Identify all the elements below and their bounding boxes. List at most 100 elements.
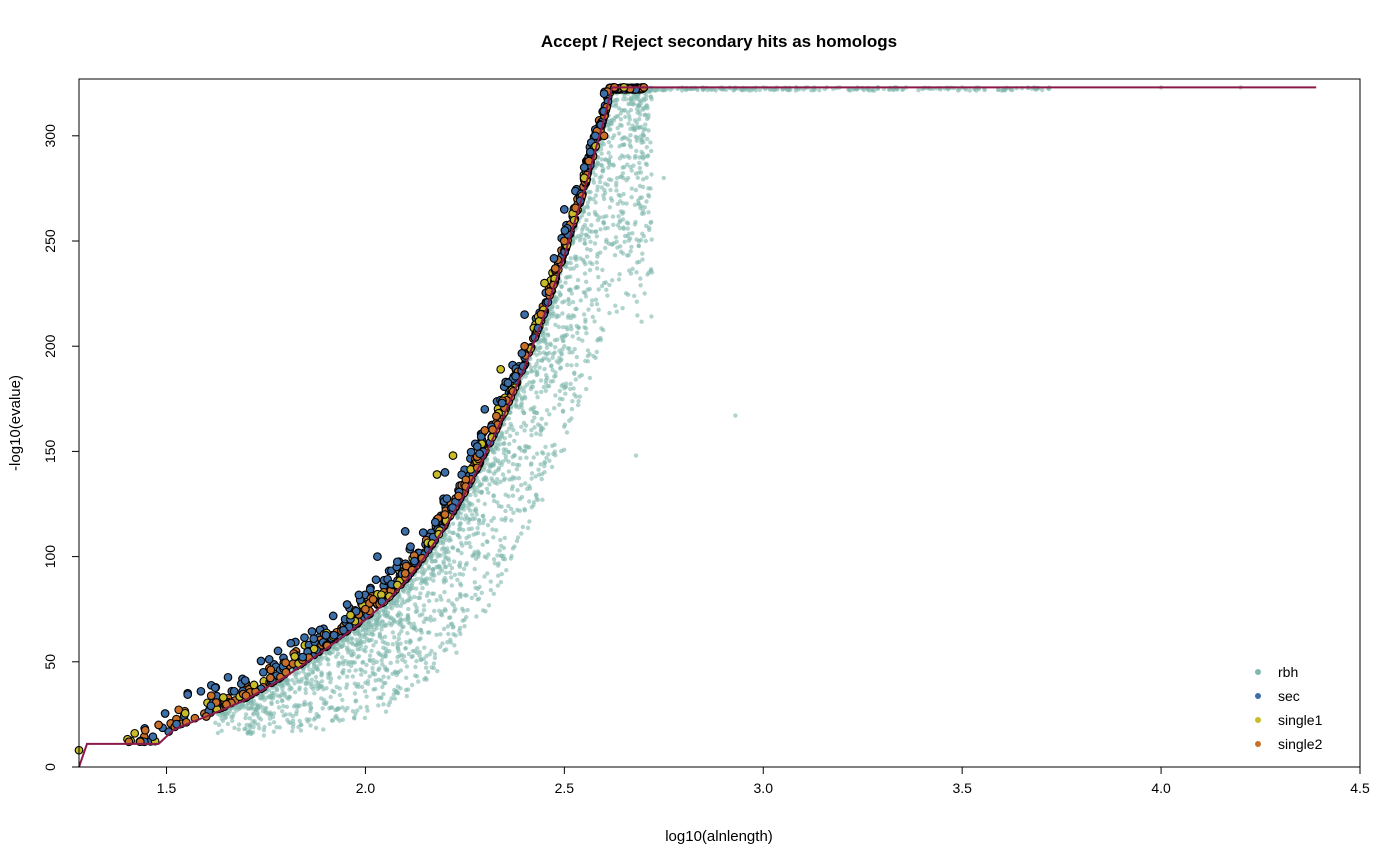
rbh-point xyxy=(423,675,428,681)
rbh-point xyxy=(553,373,558,379)
rbh-point xyxy=(401,654,407,659)
rbh-point xyxy=(319,684,325,689)
rbh-point xyxy=(550,443,555,448)
rbh-point xyxy=(631,163,636,168)
rbh-point xyxy=(498,479,503,484)
rbh-point xyxy=(626,253,631,258)
rbh-point xyxy=(622,239,627,244)
rbh-point xyxy=(610,242,615,247)
rbh-point xyxy=(397,622,402,627)
rbh-point xyxy=(648,220,653,225)
rbh-point xyxy=(569,291,574,296)
rbh-point xyxy=(524,455,529,460)
rbh-point xyxy=(423,660,429,666)
rbh-point xyxy=(568,381,573,387)
rbh-point xyxy=(593,229,599,234)
rbh-point xyxy=(491,494,496,499)
rbh-point xyxy=(574,362,579,368)
rbh-point xyxy=(541,384,546,390)
rbh-point xyxy=(528,365,534,370)
rbh-point xyxy=(532,425,537,430)
rbh-point xyxy=(463,541,469,546)
rbh-point xyxy=(583,294,589,299)
rbh-point xyxy=(296,670,301,675)
rbh-point xyxy=(281,683,286,688)
rbh-point xyxy=(248,731,254,737)
x-tick-label: 3.5 xyxy=(952,780,972,796)
rbh-point xyxy=(396,636,401,641)
rbh-point xyxy=(461,608,466,614)
rbh-point xyxy=(271,720,277,725)
rbh-point xyxy=(530,419,535,424)
rbh-point xyxy=(557,402,562,407)
rbh-point xyxy=(381,702,386,707)
rbh-point xyxy=(544,345,550,350)
rbh-point xyxy=(515,535,521,540)
rbh-point xyxy=(560,408,566,413)
rbh-point xyxy=(647,227,652,233)
rbh-point xyxy=(553,322,558,327)
rbh-point xyxy=(243,726,248,731)
rbh-point xyxy=(590,314,595,320)
rbh-point xyxy=(340,655,345,660)
rbh-point xyxy=(369,648,374,654)
rbh-point xyxy=(567,346,572,351)
rbh-point xyxy=(382,610,388,615)
rbh-point xyxy=(610,135,615,141)
single1-point xyxy=(432,470,442,479)
threshold-line xyxy=(78,86,1317,768)
rbh-point xyxy=(403,646,408,651)
rbh-point xyxy=(447,615,452,620)
rbh-point xyxy=(404,675,409,680)
rbh-point xyxy=(872,88,877,93)
rbh-point xyxy=(618,117,624,122)
rbh-point xyxy=(269,700,274,705)
rbh-point xyxy=(475,530,481,536)
rbh-point xyxy=(364,625,369,631)
rbh-point xyxy=(582,241,587,246)
sec-point xyxy=(298,652,308,662)
rbh-point xyxy=(581,290,586,295)
rbh-point xyxy=(267,716,273,721)
rbh-point xyxy=(576,399,581,404)
rbh-point xyxy=(543,340,548,345)
rbh-point xyxy=(553,370,558,375)
rbh-point xyxy=(497,442,503,447)
rbh-point xyxy=(604,287,609,292)
rbh-point xyxy=(464,535,469,541)
rbh-point xyxy=(649,314,654,319)
rbh-point xyxy=(441,561,446,566)
rbh-point xyxy=(235,704,240,709)
rbh-point xyxy=(486,603,492,608)
rbh-point xyxy=(569,406,575,412)
rbh-point xyxy=(416,595,421,600)
rbh-point xyxy=(220,718,226,723)
rbh-point xyxy=(530,384,535,389)
rbh-point xyxy=(599,157,604,162)
rbh-point xyxy=(383,667,388,672)
rbh-point xyxy=(472,566,477,572)
rbh-point xyxy=(638,283,643,288)
rbh-point xyxy=(641,156,646,161)
sec-point xyxy=(264,655,274,664)
sec-point xyxy=(339,625,348,635)
rbh-point xyxy=(542,366,547,372)
rbh-point xyxy=(388,616,393,621)
rbh-point xyxy=(398,603,403,609)
rbh-point xyxy=(341,667,346,673)
rbh-point xyxy=(603,245,608,251)
rbh-point xyxy=(629,244,634,250)
rbh-point xyxy=(633,453,639,458)
rbh-point xyxy=(645,136,650,142)
rbh-point xyxy=(495,583,501,588)
y-tick-label: 250 xyxy=(42,229,58,253)
rbh-point xyxy=(350,709,356,714)
rbh-point xyxy=(521,410,526,416)
rbh-point xyxy=(482,501,487,507)
rbh-point xyxy=(438,553,443,558)
rbh-point xyxy=(487,482,492,487)
rbh-point xyxy=(452,643,457,648)
rbh-point xyxy=(326,662,331,667)
rbh-point xyxy=(496,573,501,578)
rbh-point xyxy=(381,692,386,697)
